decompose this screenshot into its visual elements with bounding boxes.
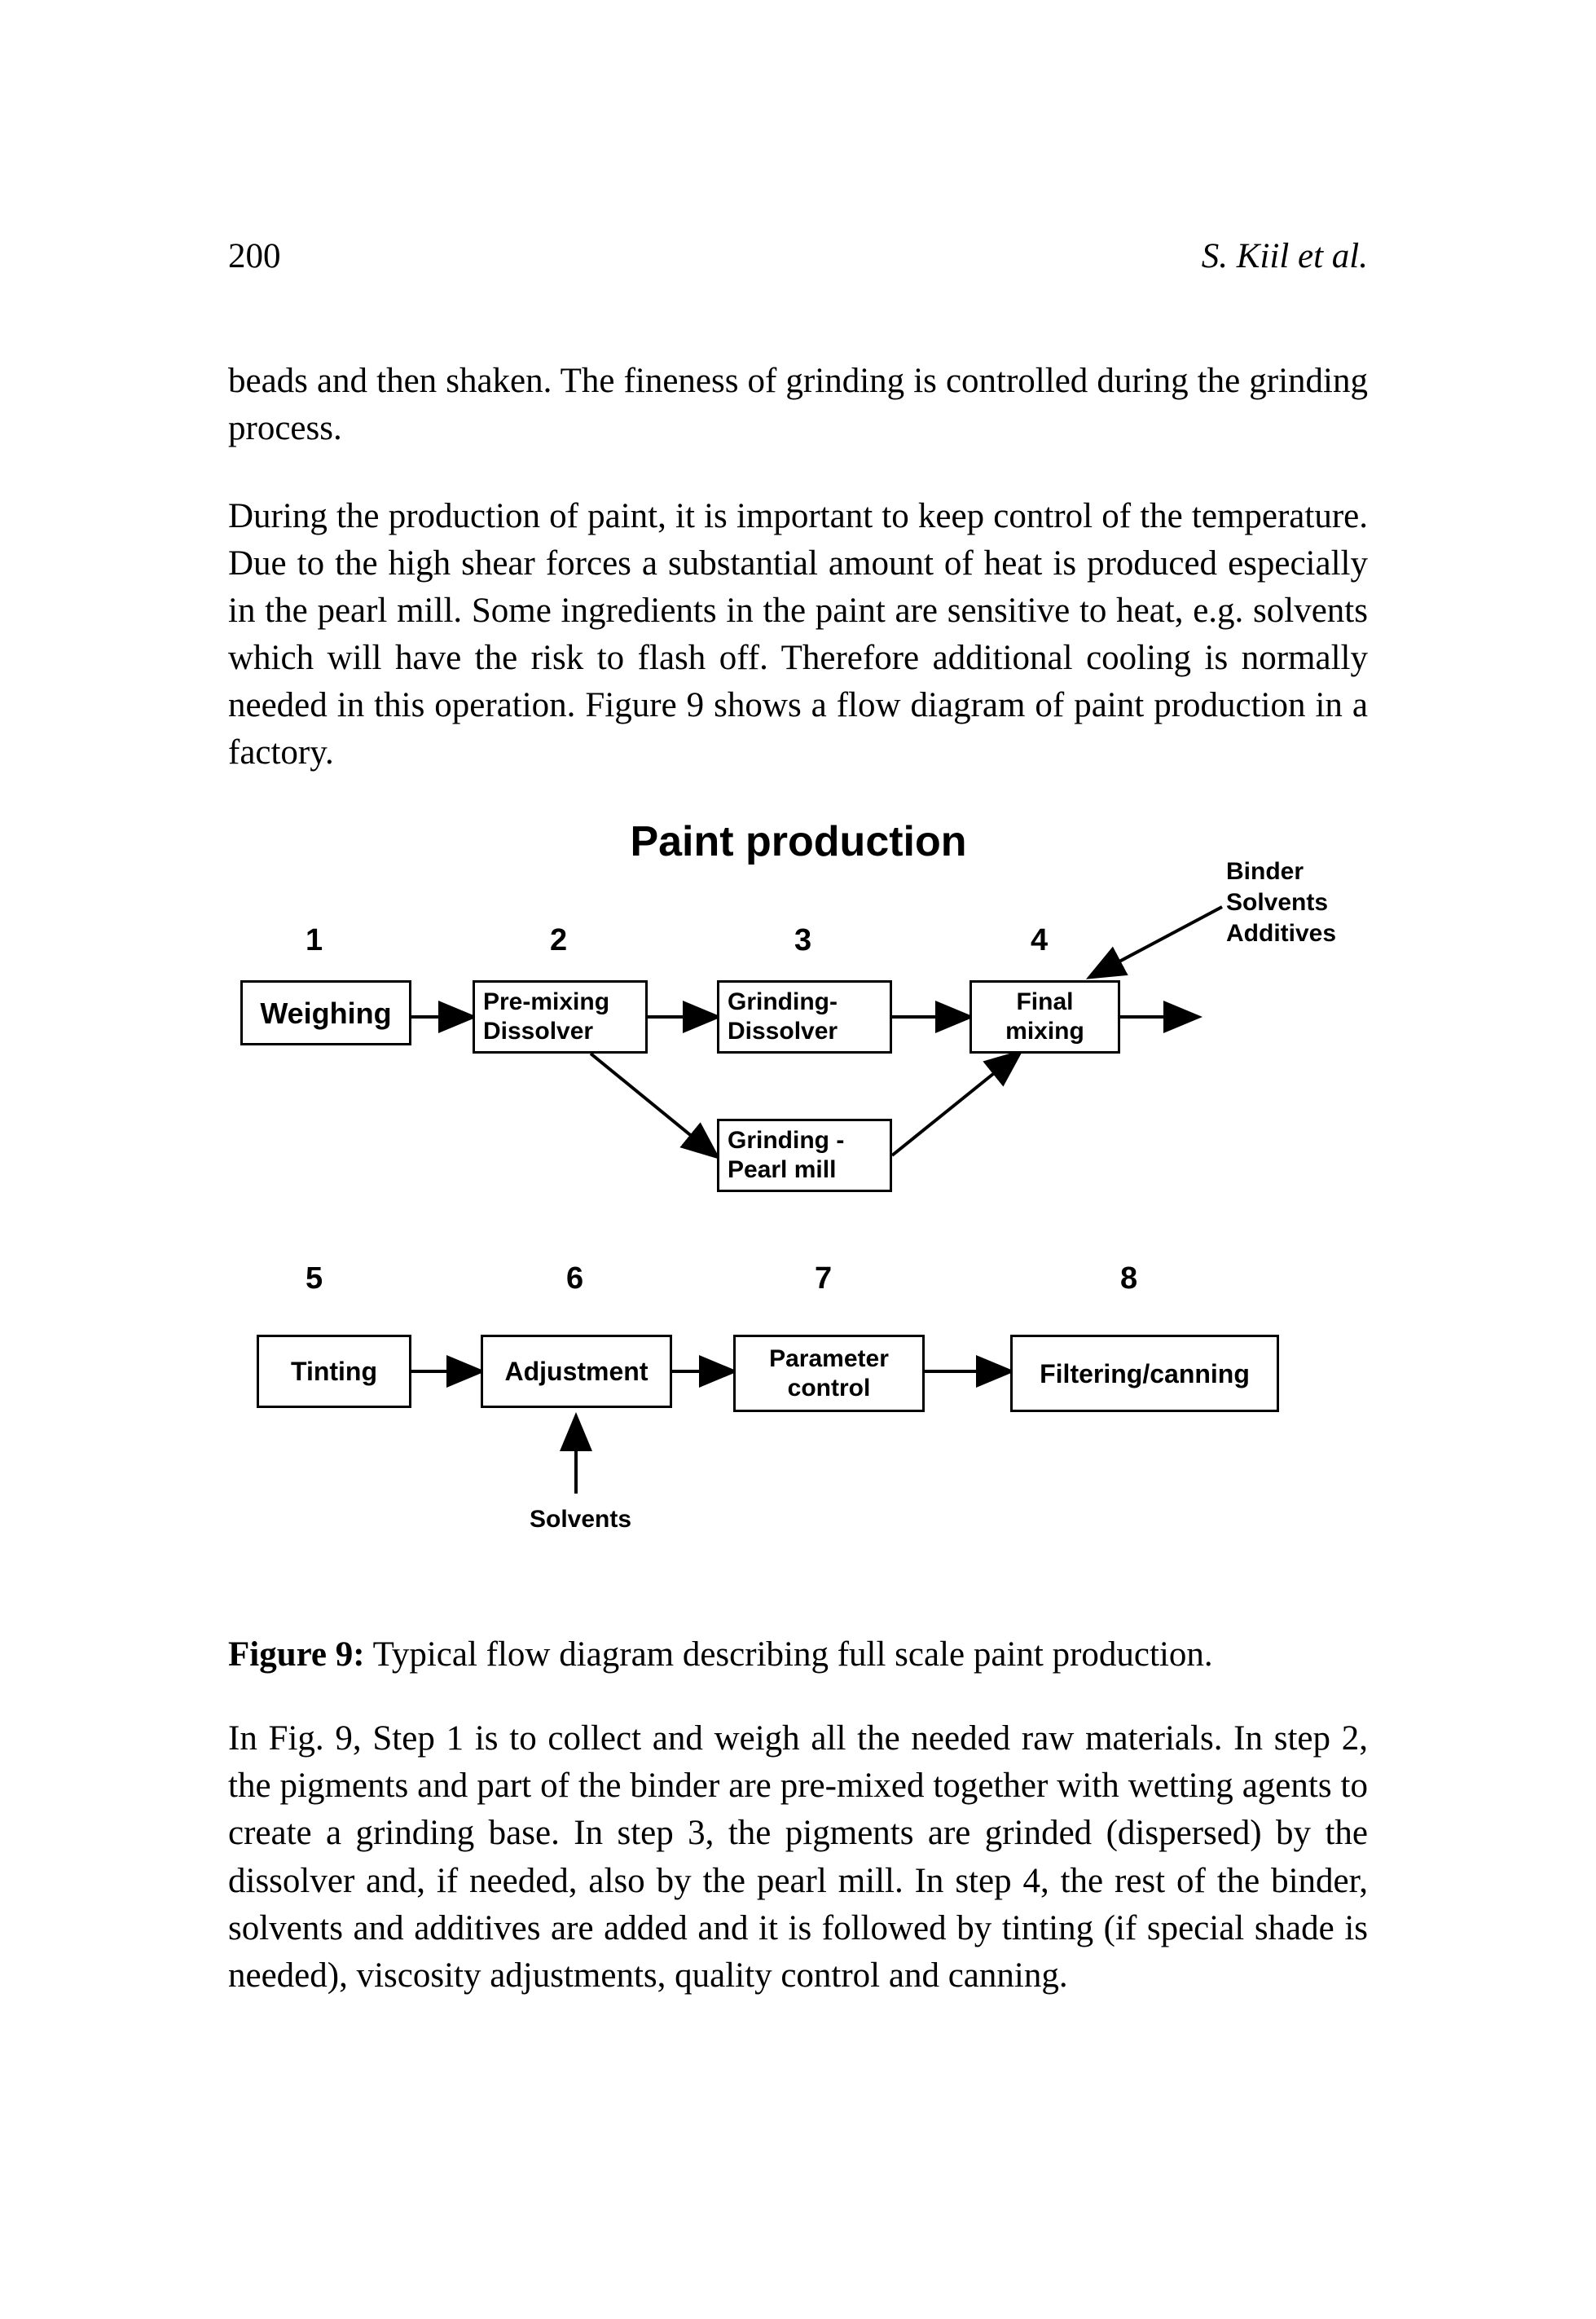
page-author: S. Kiil et al. [1202, 236, 1368, 276]
step-number-2: 2 [550, 923, 567, 958]
paragraph-3: In Fig. 9, Step 1 is to collect and weig… [228, 1715, 1368, 1999]
paragraph-2: During the production of paint, it is im… [228, 493, 1368, 777]
box-grinding-dissolver: Grinding- Dissolver [717, 980, 892, 1054]
figure-label: Figure 9: [228, 1635, 365, 1674]
box-tinting: Tinting [257, 1335, 411, 1408]
step-number-6: 6 [566, 1261, 583, 1296]
page-header: 200 S. Kiil et al. [228, 236, 1368, 276]
figure-caption-text: Typical flow diagram describing full sca… [365, 1635, 1213, 1674]
figure-caption: Figure 9: Typical flow diagram describin… [228, 1635, 1368, 1674]
label-solvents-top: Solvents [1226, 889, 1328, 917]
page-number: 200 [228, 236, 281, 276]
box-premixing: Pre-mixing Dissolver [473, 980, 648, 1054]
label-additives: Additives [1226, 920, 1336, 948]
box-final-mixing: Final mixing [969, 980, 1120, 1054]
box-pearl-mill: Grinding - Pearl mill [717, 1119, 892, 1192]
step-number-1: 1 [306, 923, 323, 958]
box-parameter-control: Parameter control [733, 1335, 925, 1412]
box-filtering-canning: Filtering/canning [1010, 1335, 1279, 1412]
step-number-8: 8 [1120, 1261, 1137, 1296]
paragraph-1: beads and then shaken. The fineness of g… [228, 358, 1368, 452]
step-number-4: 4 [1031, 923, 1048, 958]
step-number-3: 3 [794, 923, 811, 958]
box-adjustment: Adjustment [481, 1335, 672, 1408]
label-solvents-bottom: Solvents [530, 1506, 631, 1534]
step-number-7: 7 [815, 1261, 832, 1296]
flow-diagram: Paint production [228, 817, 1369, 1600]
label-binder: Binder [1226, 858, 1304, 886]
page: 200 S. Kiil et al. beads and then shaken… [0, 0, 1596, 2319]
step-number-5: 5 [306, 1261, 323, 1296]
box-weighing: Weighing [240, 980, 411, 1045]
